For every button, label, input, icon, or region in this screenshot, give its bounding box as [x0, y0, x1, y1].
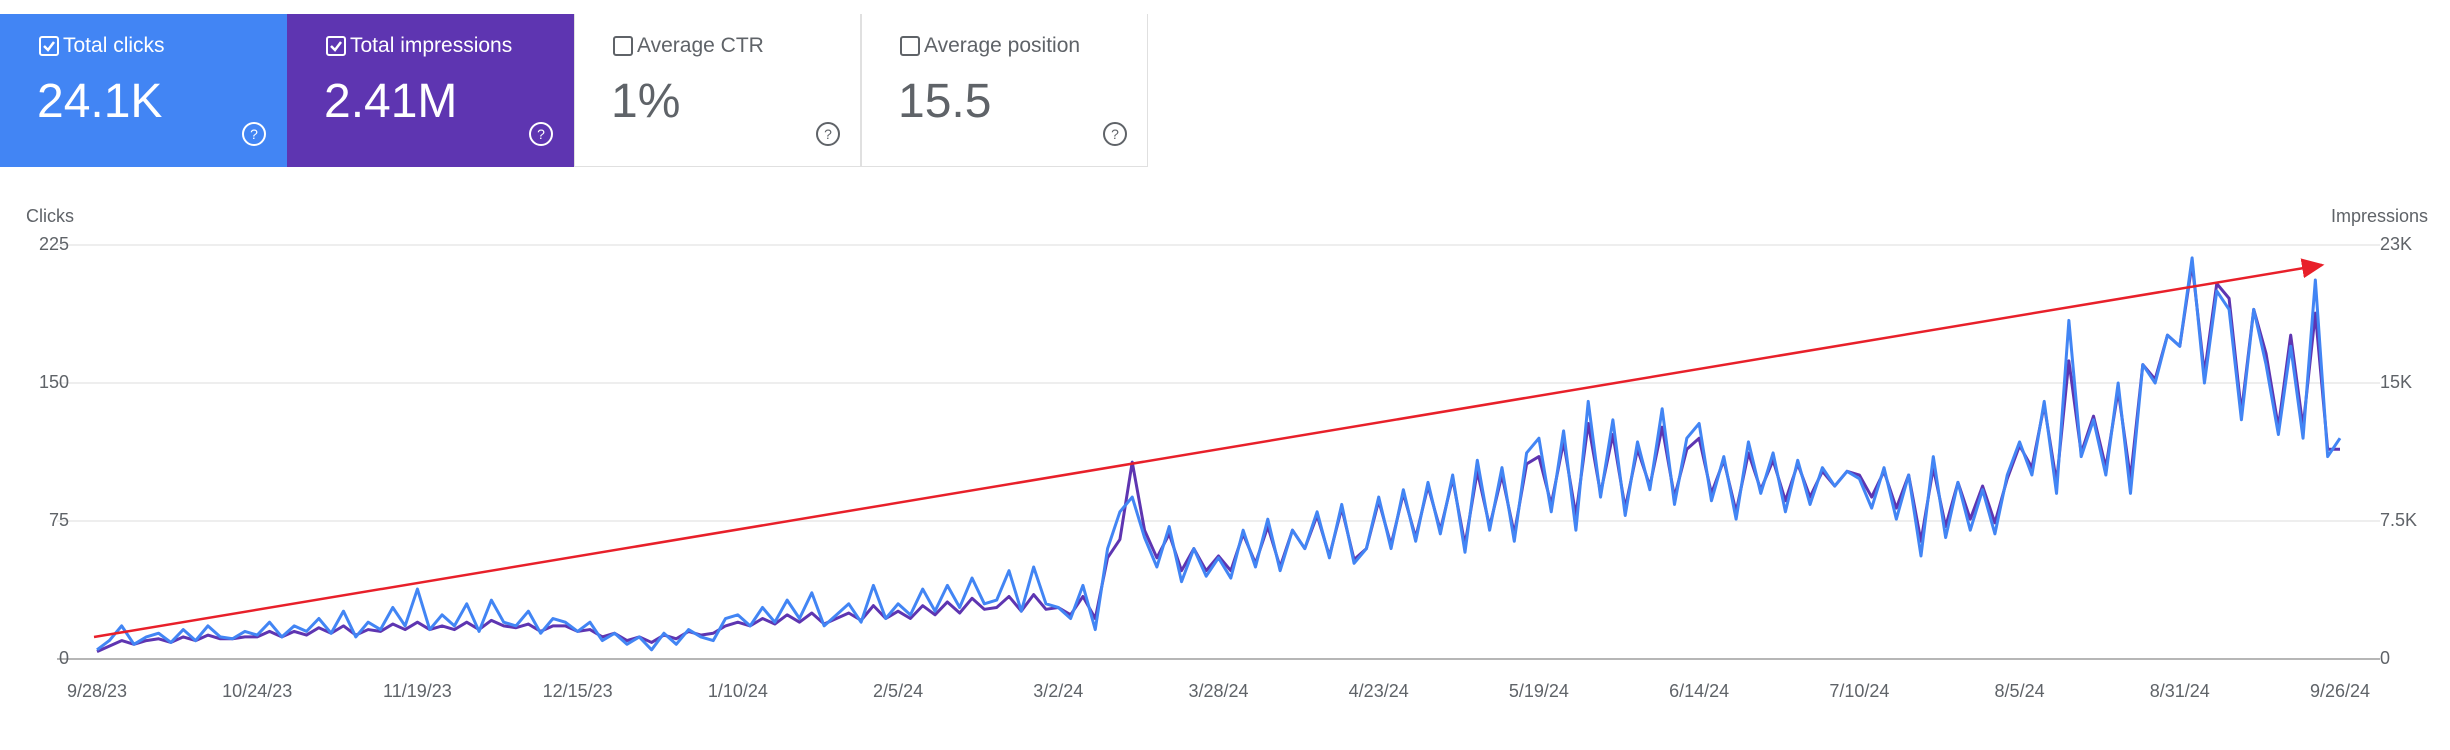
- x-tick-label: 11/19/23: [383, 681, 452, 701]
- y-tick-label: 75: [49, 510, 69, 530]
- metric-card[interactable]: Total impressions 2.41M ?: [287, 14, 574, 167]
- trend-arrow: [93, 258, 2325, 639]
- x-tick-label: 3/28/24: [1188, 681, 1248, 701]
- y-tick-label: 225: [39, 234, 69, 254]
- y2-tick-label: 15K: [2380, 372, 2412, 392]
- x-tick-label: 4/23/24: [1349, 681, 1409, 701]
- y2-tick-label: 23K: [2380, 234, 2412, 254]
- card-value: 24.1K: [37, 75, 163, 128]
- series-line: [96, 256, 2342, 652]
- x-tick-label: 7/10/24: [1829, 681, 1889, 701]
- x-tick-label: 3/2/24: [1033, 681, 1083, 701]
- y-tick-label: 0: [59, 648, 69, 668]
- x-tick-label: 8/31/24: [2150, 681, 2210, 701]
- y-axis-title: Clicks: [26, 206, 74, 226]
- x-tick-label: 2/5/24: [873, 681, 923, 701]
- x-tick-label: 12/15/23: [543, 681, 613, 701]
- metric-cards: Total clicks 24.1K ? Total impressions 2…: [0, 14, 1148, 167]
- card-value: 1%: [611, 75, 681, 128]
- checkbox[interactable]: [900, 36, 920, 56]
- x-tick-label: 6/14/24: [1669, 681, 1729, 701]
- checkbox[interactable]: [613, 36, 633, 56]
- x-tick-label: 9/28/23: [67, 681, 127, 701]
- card-value: 15.5: [898, 75, 992, 128]
- help-icon[interactable]: ?: [1103, 122, 1127, 146]
- y2-axis-title: Impressions: [2331, 206, 2428, 226]
- card-label: Average position: [924, 34, 1081, 57]
- x-tick-label: 9/26/24: [2310, 681, 2370, 701]
- checkbox[interactable]: [326, 36, 346, 56]
- help-icon[interactable]: ?: [242, 122, 266, 146]
- y2-tick-label: 0: [2380, 648, 2390, 668]
- y-tick-label: 150: [39, 372, 69, 392]
- x-tick-label: 10/24/23: [222, 681, 292, 701]
- help-icon[interactable]: ?: [529, 122, 553, 146]
- card-label: Total clicks: [63, 34, 165, 57]
- x-tick-label: 5/19/24: [1509, 681, 1569, 701]
- card-value: 2.41M: [324, 75, 458, 128]
- card-label: Total impressions: [350, 34, 513, 57]
- metric-card[interactable]: Average CTR 1% ?: [574, 14, 861, 167]
- x-tick-label: 1/10/24: [708, 681, 768, 701]
- card-label: Average CTR: [637, 34, 764, 57]
- x-tick-label: 8/5/24: [1995, 681, 2045, 701]
- series-line: [96, 261, 2340, 654]
- metric-card[interactable]: Average position 15.5 ?: [861, 14, 1148, 167]
- metric-card[interactable]: Total clicks 24.1K ?: [0, 14, 287, 167]
- y2-tick-label: 7.5K: [2380, 510, 2417, 530]
- help-icon[interactable]: ?: [816, 122, 840, 146]
- checkbox[interactable]: [39, 36, 59, 56]
